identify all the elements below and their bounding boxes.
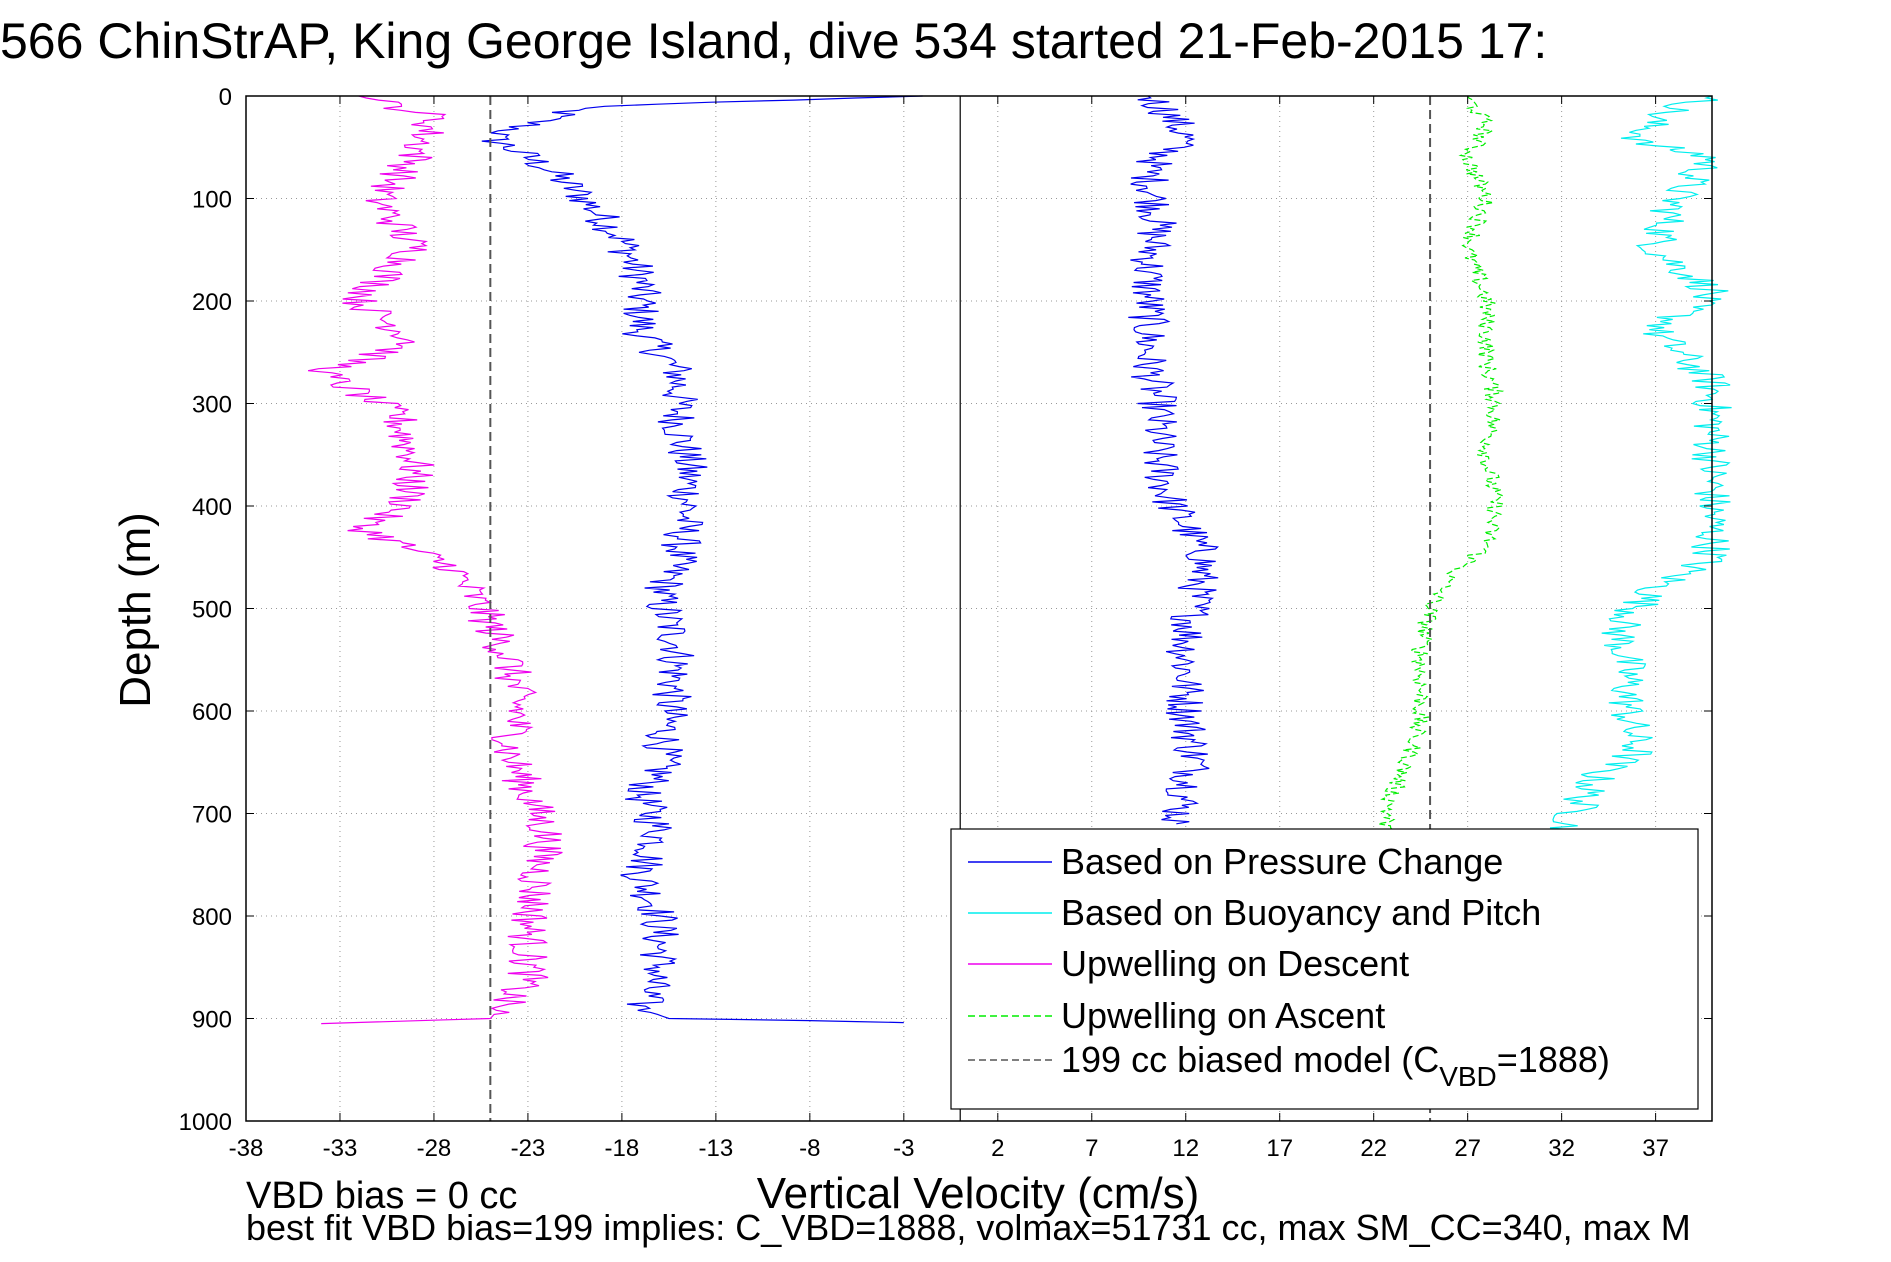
series-line-0-0 (481, 95, 923, 1024)
x-tick-label: -28 (417, 1135, 452, 1162)
x-tick-label: -3 (893, 1135, 914, 1162)
y-tick-label: 1000 (179, 1109, 232, 1136)
x-tick-label: -13 (699, 1135, 734, 1162)
footer-note-best-fit: best fit VBD bias=199 implies: C_VBD=188… (246, 1207, 1691, 1248)
x-tick-label: 27 (1454, 1135, 1481, 1162)
legend-box (950, 828, 1699, 1110)
x-axis-label: Vertical Velocity (cm/s) (757, 1169, 1200, 1218)
x-tick-label: 17 (1266, 1135, 1293, 1162)
legend-label: 199 cc biased model (CVBD=1888) (1061, 1039, 1610, 1092)
legend-label: Based on Pressure Change (1061, 841, 1503, 882)
x-tick-label: -23 (511, 1135, 546, 1162)
x-tick-label: -18 (605, 1135, 640, 1162)
x-tick-label: -38 (229, 1135, 264, 1162)
y-tick-label: 400 (192, 494, 232, 521)
y-tick-label: 500 (192, 597, 232, 624)
grid (245, 96, 1712, 1121)
series-line-0-1 (1128, 95, 1219, 825)
legend-label: Upwelling on Descent (1061, 943, 1409, 984)
y-tick-label: 900 (192, 1007, 232, 1034)
footer-note-vbd-bias: VBD bias = 0 cc (246, 1175, 517, 1217)
y-tick-label: 700 (192, 802, 232, 829)
x-tick-label: 37 (1642, 1135, 1669, 1162)
y-tick-label: 800 (192, 904, 232, 931)
x-tick-label: 22 (1360, 1135, 1387, 1162)
x-axis-ticks: -38 -33 -28 -23 -18 -13 -8 -3 2 7 12 17 22 27 32 37 (229, 96, 1669, 1162)
x-tick-label: 2 (991, 1135, 1004, 1162)
legend: Based on Pressure Change Based on Buoyanc… (950, 828, 1699, 1110)
x-tick-label: -8 (799, 1135, 820, 1162)
y-axis-ticks: 0 100 200 300 400 500 600 700 800 900 1000 (179, 84, 1712, 1136)
series-line-3-0 (1374, 95, 1505, 835)
x-tick-label: 32 (1548, 1135, 1575, 1162)
legend-label: Upwelling on Ascent (1061, 995, 1385, 1036)
x-tick-label: -33 (323, 1135, 358, 1162)
chart-title: 566 ChinStrAP, King George Island, dive … (0, 13, 1547, 69)
x-tick-label: 12 (1172, 1135, 1199, 1162)
series-line-2-0 (307, 95, 563, 1025)
y-tick-label: 300 (192, 392, 232, 419)
x-tick-label: 7 (1085, 1135, 1098, 1162)
series-layer (307, 95, 1732, 1025)
legend-label: Based on Buoyancy and Pitch (1061, 892, 1541, 933)
y-tick-label: 0 (219, 84, 232, 111)
y-tick-label: 200 (192, 289, 232, 316)
series-line-1-0 (1543, 95, 1732, 835)
y-tick-label: 100 (192, 187, 232, 214)
y-axis-label: Depth (m) (111, 512, 160, 708)
y-tick-label: 600 (192, 699, 232, 726)
